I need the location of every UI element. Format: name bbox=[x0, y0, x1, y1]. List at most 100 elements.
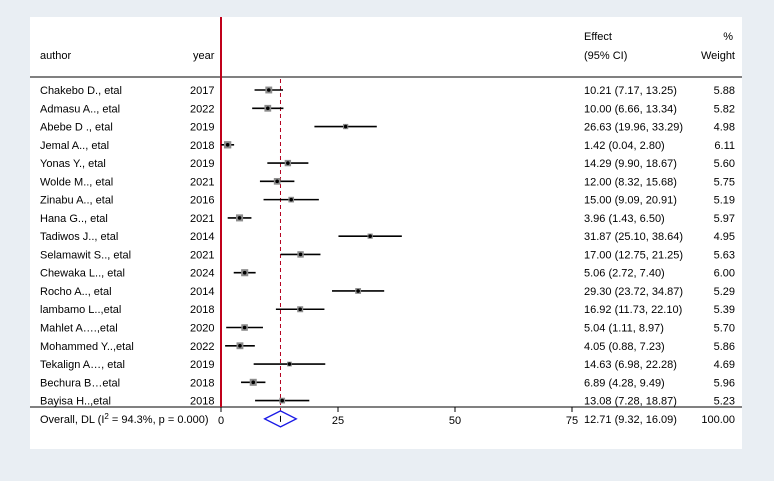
study-point-estimate bbox=[298, 252, 303, 257]
study-point-estimate bbox=[298, 307, 302, 312]
study-author: Chakebo D., etal bbox=[40, 85, 122, 97]
study-weight: 6.00 bbox=[714, 268, 735, 280]
study-year: 2021 bbox=[190, 213, 214, 225]
study-ci-text: 26.63 (19.96, 33.29) bbox=[584, 122, 683, 134]
header-weight: Weight bbox=[701, 50, 735, 62]
overall-label-sup: 2 bbox=[104, 412, 109, 421]
study-year: 2018 bbox=[190, 377, 214, 389]
study-point-estimate bbox=[286, 161, 290, 165]
study-author: Hana G.., etal bbox=[40, 213, 108, 225]
study-author: Mohammed Y..,etal bbox=[40, 341, 134, 353]
study-year: 2018 bbox=[190, 396, 214, 408]
study-weight: 5.88 bbox=[714, 85, 735, 97]
study-weight: 4.98 bbox=[714, 122, 735, 134]
study-author: Jemal A.., etal bbox=[40, 140, 109, 152]
study-weight: 4.95 bbox=[714, 231, 735, 243]
study-point-estimate bbox=[343, 124, 348, 129]
x-tick-label: 25 bbox=[332, 415, 344, 427]
study-year: 2019 bbox=[190, 122, 214, 134]
overall-ci-text: 12.71 (9.32, 16.09) bbox=[584, 414, 677, 426]
study-author: Tekalign A…, etal bbox=[40, 359, 125, 371]
header-ci: (95% CI) bbox=[584, 50, 627, 62]
study-year: 2017 bbox=[190, 85, 214, 97]
study-weight: 5.75 bbox=[714, 176, 735, 188]
study-weight: 5.82 bbox=[714, 103, 735, 115]
study-weight: 6.11 bbox=[714, 140, 735, 152]
study-year: 2014 bbox=[190, 231, 214, 243]
overall-weight: 100.00 bbox=[701, 414, 735, 426]
study-author: Yonas Y., etal bbox=[40, 158, 106, 170]
study-author: Admasu A.., etal bbox=[40, 103, 120, 115]
overall-label-prefix: Overall, DL (I bbox=[40, 414, 104, 426]
study-year: 2024 bbox=[190, 268, 214, 280]
overall-diamond bbox=[263, 410, 298, 428]
study-weight: 5.63 bbox=[714, 249, 735, 261]
study-weight: 5.39 bbox=[714, 304, 735, 316]
study-ci-text: 5.06 (2.72, 7.40) bbox=[584, 268, 665, 280]
study-year: 2016 bbox=[190, 195, 214, 207]
study-author: Tadiwos J.., etal bbox=[40, 231, 118, 243]
overall-label-suffix: = 94.3%, p = 0.000) bbox=[109, 414, 209, 426]
study-weight: 5.70 bbox=[714, 323, 735, 335]
study-author: Wolde M.., etal bbox=[40, 176, 113, 188]
study-author: Rocho A.., etal bbox=[40, 286, 112, 298]
study-weight: 5.86 bbox=[714, 341, 735, 353]
study-author: Bayisa H..,etal bbox=[40, 396, 111, 408]
study-author: Mahlet A….,etal bbox=[40, 323, 118, 335]
study-point-estimate bbox=[280, 398, 285, 403]
study-year: 2019 bbox=[190, 158, 214, 170]
study-ci-text: 3.96 (1.43, 6.50) bbox=[584, 213, 665, 225]
study-weight: 5.60 bbox=[714, 158, 735, 170]
study-ci-text: 1.42 (0.04, 2.80) bbox=[584, 140, 665, 152]
study-year: 2018 bbox=[190, 304, 214, 316]
study-point-estimate bbox=[275, 179, 279, 184]
study-author: Chewaka L.., etal bbox=[40, 268, 125, 280]
study-point-estimate bbox=[225, 143, 230, 147]
study-author: Abebe D ., etal bbox=[40, 122, 113, 134]
study-point-estimate bbox=[251, 380, 256, 385]
study-ci-text: 10.21 (7.17, 13.25) bbox=[584, 85, 677, 97]
x-tick-label: 0 bbox=[218, 415, 224, 427]
study-point-estimate bbox=[237, 216, 242, 220]
study-year: 2021 bbox=[190, 249, 214, 261]
overall-label: Overall, DL (I2 = 94.3%, p = 0.000) bbox=[40, 412, 209, 426]
study-weight: 5.19 bbox=[714, 195, 735, 207]
study-ci-text: 13.08 (7.28, 18.87) bbox=[584, 396, 677, 408]
study-ci-text: 17.00 (12.75, 21.25) bbox=[584, 249, 683, 261]
study-point-estimate bbox=[368, 234, 372, 238]
study-year: 2022 bbox=[190, 341, 214, 353]
study-weight: 4.69 bbox=[714, 359, 735, 371]
study-year: 2019 bbox=[190, 359, 214, 371]
plot-region: author year Effect (95% CI) % Weight Cha… bbox=[30, 17, 742, 449]
study-author: lambamo L..,etal bbox=[40, 304, 121, 316]
study-year: 2021 bbox=[190, 176, 214, 188]
study-year: 2022 bbox=[190, 103, 214, 115]
x-tick-label: 50 bbox=[449, 415, 461, 427]
study-point-estimate bbox=[242, 270, 247, 275]
header-year: year bbox=[193, 50, 215, 62]
study-ci-text: 31.87 (25.10, 38.64) bbox=[584, 231, 683, 243]
study-ci-text: 4.05 (0.88, 7.23) bbox=[584, 341, 665, 353]
study-year: 2018 bbox=[190, 140, 214, 152]
study-point-estimate bbox=[266, 88, 271, 92]
study-weight: 5.96 bbox=[714, 377, 735, 389]
study-ci-text: 12.00 (8.32, 15.68) bbox=[584, 176, 677, 188]
study-author: Selamawit S.., etal bbox=[40, 249, 131, 261]
forest-plot: author year Effect (95% CI) % Weight Cha… bbox=[30, 17, 742, 428]
study-ci-text: 29.30 (23.72, 34.87) bbox=[584, 286, 683, 298]
study-point-estimate bbox=[356, 289, 360, 293]
study-point-estimate bbox=[289, 197, 294, 202]
study-ci-text: 14.29 (9.90, 18.67) bbox=[584, 158, 677, 170]
study-author: Zinabu A.., etal bbox=[40, 195, 113, 207]
header-author: author bbox=[40, 50, 72, 62]
study-point-estimate bbox=[238, 343, 242, 348]
study-weight: 5.97 bbox=[714, 213, 735, 225]
study-weight: 5.29 bbox=[714, 286, 735, 298]
study-ci-text: 5.04 (1.11, 8.97) bbox=[584, 323, 664, 335]
study-point-estimate bbox=[266, 106, 270, 111]
study-year: 2020 bbox=[190, 323, 214, 335]
header-effect: Effect bbox=[584, 31, 612, 43]
study-author: Bechura B…etal bbox=[40, 377, 120, 389]
study-weight: 5.23 bbox=[714, 396, 735, 408]
study-ci-text: 6.89 (4.28, 9.49) bbox=[584, 377, 665, 389]
